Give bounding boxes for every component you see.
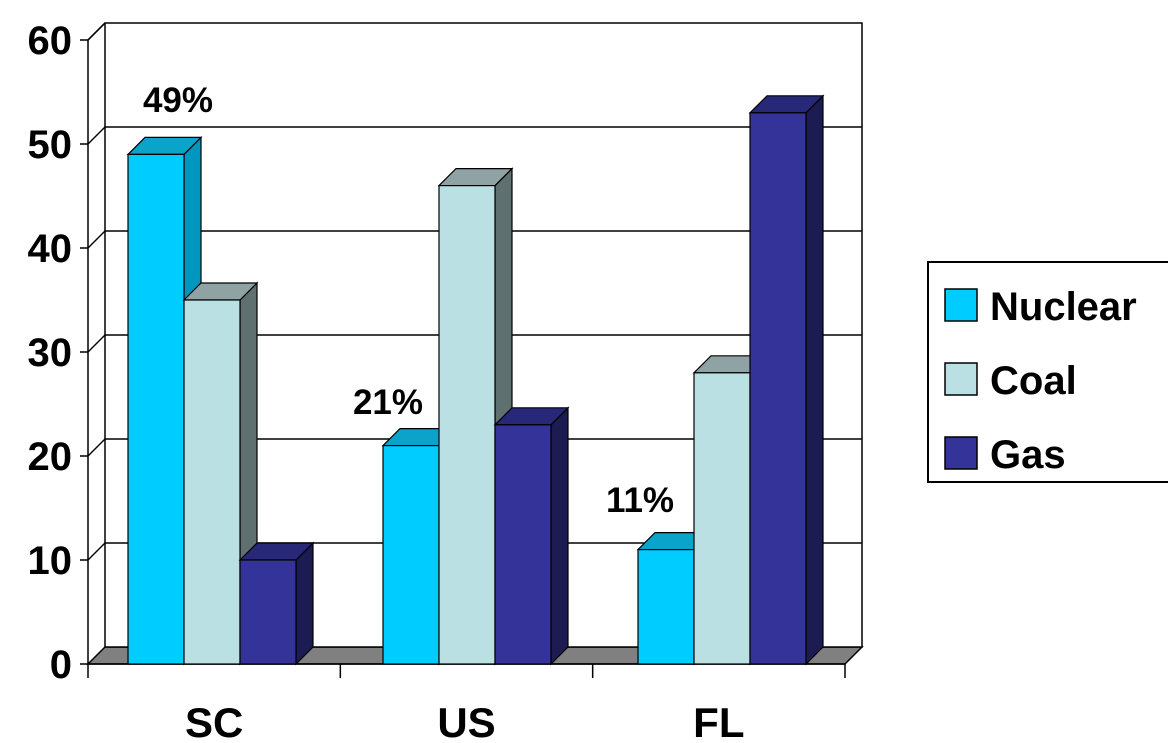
data-label: 11% xyxy=(606,481,674,520)
bar-front xyxy=(749,112,807,665)
bar-side xyxy=(550,406,569,666)
legend-label: Nuclear xyxy=(990,285,1137,329)
data-label: 21% xyxy=(353,383,423,422)
bar-front xyxy=(693,372,751,665)
y-tick-label: 20 xyxy=(28,435,73,479)
legend-swatch xyxy=(944,288,978,322)
y-tick-label: 0 xyxy=(50,643,72,687)
bar-front xyxy=(382,445,440,665)
legend-label: Coal xyxy=(990,359,1077,403)
bar-side xyxy=(805,94,824,666)
legend-label: Gas xyxy=(990,433,1066,477)
bar-side xyxy=(295,541,314,666)
bar-gas-us xyxy=(493,406,570,666)
bar-front xyxy=(239,559,297,665)
bars xyxy=(126,94,825,666)
gridline-side xyxy=(87,22,106,41)
gridline-side xyxy=(87,542,106,561)
y-tick-label: 10 xyxy=(28,539,73,583)
gridline-side xyxy=(87,334,106,353)
gridline-side xyxy=(87,438,106,457)
y-tick-label: 40 xyxy=(28,227,73,271)
bar-front xyxy=(183,299,241,665)
gridline-side xyxy=(87,230,106,249)
y-tick-label: 60 xyxy=(28,19,73,63)
bar-front xyxy=(637,548,695,665)
gridline-side xyxy=(87,126,106,145)
legend-swatch xyxy=(944,362,978,396)
bar-gas-fl xyxy=(748,94,825,666)
x-axis: SC US FL xyxy=(87,663,846,743)
legend: Nuclear Coal Gas xyxy=(927,261,1168,483)
y-axis: 0 10 20 30 40 50 60 xyxy=(28,19,88,687)
data-label: 49% xyxy=(143,81,213,120)
y-tick-label: 50 xyxy=(28,123,73,167)
x-category-label: US xyxy=(437,699,495,743)
data-labels: 49% 21% 11% xyxy=(143,81,674,520)
x-category-label: SC xyxy=(185,699,243,743)
legend-swatch xyxy=(944,436,978,470)
bar-gas-sc xyxy=(238,541,315,666)
bar-front xyxy=(127,153,185,665)
x-category-label: FL xyxy=(693,699,744,743)
bar-front xyxy=(438,185,496,665)
y-tick-label: 30 xyxy=(28,331,73,375)
bar-front xyxy=(494,424,552,665)
